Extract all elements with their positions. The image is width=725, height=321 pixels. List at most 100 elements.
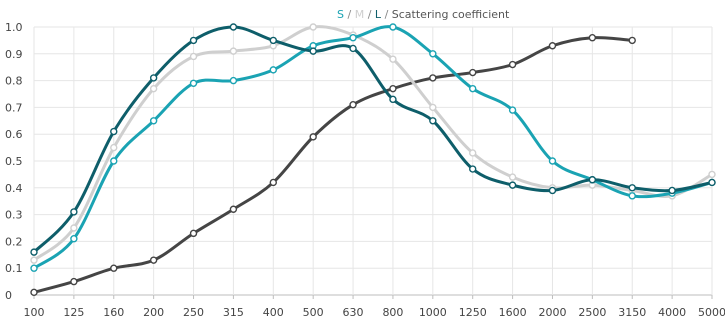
data-point-m (30, 256, 38, 264)
x-tick-label: 500 (303, 306, 324, 319)
data-point-unnamed (309, 133, 317, 141)
legend-separator-1: / (347, 8, 352, 21)
data-point-m (429, 103, 437, 112)
legend-s[interactable]: S (337, 8, 344, 21)
data-point-m (309, 23, 317, 31)
data-point-l (469, 165, 477, 173)
data-point-m (110, 143, 118, 152)
data-point-unnamed (469, 68, 477, 77)
x-tick-label: 630 (343, 306, 364, 319)
data-point-unnamed (548, 42, 557, 50)
data-point-l (30, 248, 38, 256)
legend-m[interactable]: M (354, 8, 365, 21)
data-point-m (70, 224, 78, 232)
series-line-unnamed (32, 36, 634, 294)
data-point-s (628, 192, 636, 200)
x-tick-label: 1600 (499, 306, 527, 319)
x-tick-label: 5000 (698, 306, 725, 319)
x-tick-label: 315 (223, 306, 244, 319)
x-tick-label: 2500 (578, 306, 606, 319)
data-point-l (149, 74, 158, 82)
data-point-unnamed (70, 277, 78, 286)
y-tick-label: 0.1 (5, 262, 23, 275)
y-tick-label: 0.8 (5, 75, 23, 88)
legend-separator-2: / (367, 8, 372, 21)
x-tick-label: 2000 (538, 306, 566, 319)
data-point-unnamed (189, 229, 198, 238)
data-point-m (189, 52, 198, 61)
data-point-s (229, 76, 238, 85)
x-tick-label: 1250 (459, 306, 487, 319)
data-point-unnamed (429, 74, 437, 82)
legend-l[interactable]: L (374, 8, 382, 21)
legend-title: Scattering coefficient (391, 8, 510, 21)
data-point-l (708, 178, 716, 187)
data-point-l (189, 36, 198, 45)
data-point-m (508, 173, 517, 181)
data-point-unnamed (149, 256, 158, 264)
data-point-l (110, 127, 118, 136)
data-point-l (508, 181, 517, 189)
data-point-s (389, 23, 397, 31)
legend-separator-3: / (384, 8, 389, 21)
x-tick-label: 3150 (618, 306, 646, 319)
y-tick-label: 0.6 (5, 128, 23, 141)
data-point-m (708, 170, 716, 179)
data-point-unnamed (349, 101, 357, 109)
y-tick-label: 1.0 (5, 21, 23, 34)
data-point-l (349, 44, 357, 53)
x-tick-label: 1000 (419, 306, 447, 319)
x-tick-label: 125 (63, 306, 84, 319)
data-point-l (668, 186, 676, 195)
data-point-unnamed (588, 34, 597, 42)
data-point-s (189, 79, 198, 87)
data-point-l (229, 23, 238, 31)
x-tick-label: 100 (24, 306, 45, 319)
data-point-s (548, 157, 557, 165)
x-tick-label: 800 (382, 306, 403, 319)
data-point-unnamed (229, 205, 238, 213)
y-tick-label: 0.5 (5, 155, 23, 168)
data-point-m (389, 55, 397, 63)
data-point-l (548, 186, 557, 195)
data-point-unnamed (269, 178, 277, 187)
data-point-s (149, 117, 158, 125)
data-point-unnamed (110, 264, 118, 272)
data-point-m (469, 149, 477, 157)
y-tick-label: 0.4 (5, 182, 23, 195)
data-point-s (269, 66, 277, 74)
data-point-unnamed (30, 288, 38, 297)
data-point-l (269, 36, 277, 45)
data-point-s (429, 50, 437, 58)
data-point-s (30, 264, 38, 272)
data-point-l (628, 184, 636, 192)
y-tick-label: 0.2 (5, 235, 23, 248)
data-point-m (149, 84, 158, 93)
data-point-m (229, 47, 238, 55)
data-point-unnamed (389, 84, 397, 93)
x-tick-label: 200 (143, 306, 164, 319)
data-point-l (429, 117, 437, 125)
data-point-l (70, 208, 78, 216)
data-point-unnamed (628, 36, 636, 45)
data-point-s (70, 235, 78, 243)
data-point-s (508, 106, 517, 114)
legend: S / M / L / Scattering coefficient (337, 8, 509, 21)
data-point-unnamed (508, 60, 517, 69)
data-point-s (349, 34, 357, 42)
data-point-l (309, 47, 317, 55)
data-point-s (469, 84, 477, 93)
series-line-l (32, 25, 714, 254)
y-tick-label: 0.9 (5, 48, 23, 61)
data-point-l (588, 176, 597, 184)
data-point-l (389, 95, 397, 104)
series-line-m (32, 25, 714, 262)
y-tick-label: 0.3 (5, 209, 23, 222)
y-tick-label: 0 (5, 289, 12, 302)
y-tick-label: 0.7 (5, 101, 23, 114)
x-tick-label: 250 (183, 306, 204, 319)
data-point-s (110, 157, 118, 165)
x-tick-label: 160 (103, 306, 124, 319)
x-tick-label: 4000 (658, 306, 686, 319)
